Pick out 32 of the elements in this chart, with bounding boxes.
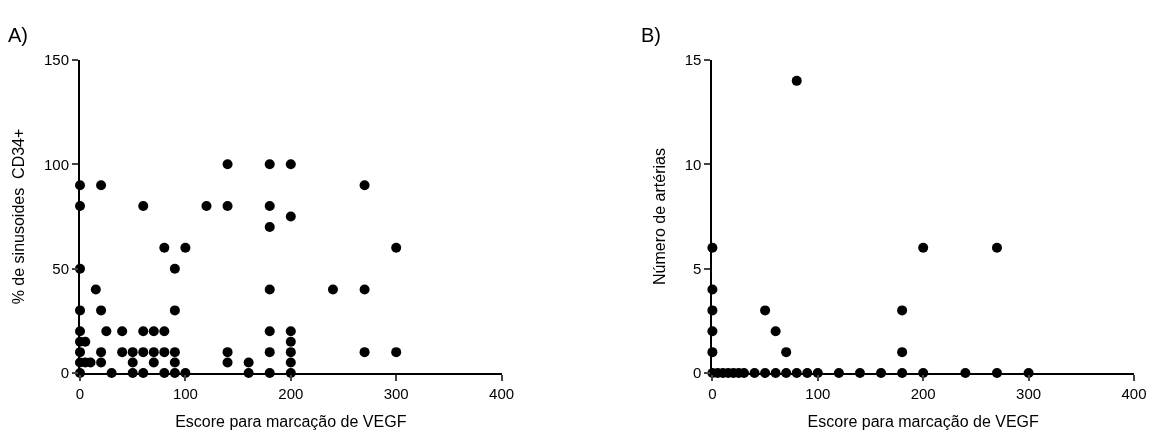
point xyxy=(770,326,781,337)
x-tick-label: 300 xyxy=(383,385,409,402)
point xyxy=(897,305,908,316)
y-tick-label: 10 xyxy=(684,155,702,173)
point xyxy=(991,242,1002,253)
y-tick-label: 15 xyxy=(684,51,702,69)
x-tick-label: 0 xyxy=(708,385,717,402)
y-tick-label: 150 xyxy=(43,51,69,69)
x-tick-label: 400 xyxy=(489,385,515,402)
chart-title: A) xyxy=(8,24,28,46)
y-axis-title: Número de artérias xyxy=(651,148,669,285)
y-tick-label: 5 xyxy=(693,259,702,277)
x-tick-label: 300 xyxy=(1016,385,1042,402)
x-tick-label: 0 xyxy=(75,385,85,402)
x-tick-label: 200 xyxy=(910,385,936,402)
chart-title: B) xyxy=(641,24,661,46)
point xyxy=(760,305,771,316)
point xyxy=(918,242,929,253)
x-axis-title: Escore para marcação de VEGF xyxy=(175,413,407,431)
y-tick-label: 50 xyxy=(52,259,69,277)
x-tick-label: 100 xyxy=(172,385,198,402)
x-tick-label: 100 xyxy=(805,385,831,402)
point xyxy=(781,347,792,358)
x-tick-label: 400 xyxy=(1121,385,1147,402)
y-tick-label: 100 xyxy=(43,155,69,173)
y-tick-label: 0 xyxy=(60,364,69,382)
x-tick-label: 200 xyxy=(278,385,304,402)
y-axis-title: % de sinusoides CD34+ xyxy=(10,128,28,305)
y-tick-label: 0 xyxy=(693,364,702,382)
x-axis-title: Escore para marcação de VEGF xyxy=(807,413,1040,431)
point xyxy=(791,75,802,86)
point xyxy=(897,347,908,358)
